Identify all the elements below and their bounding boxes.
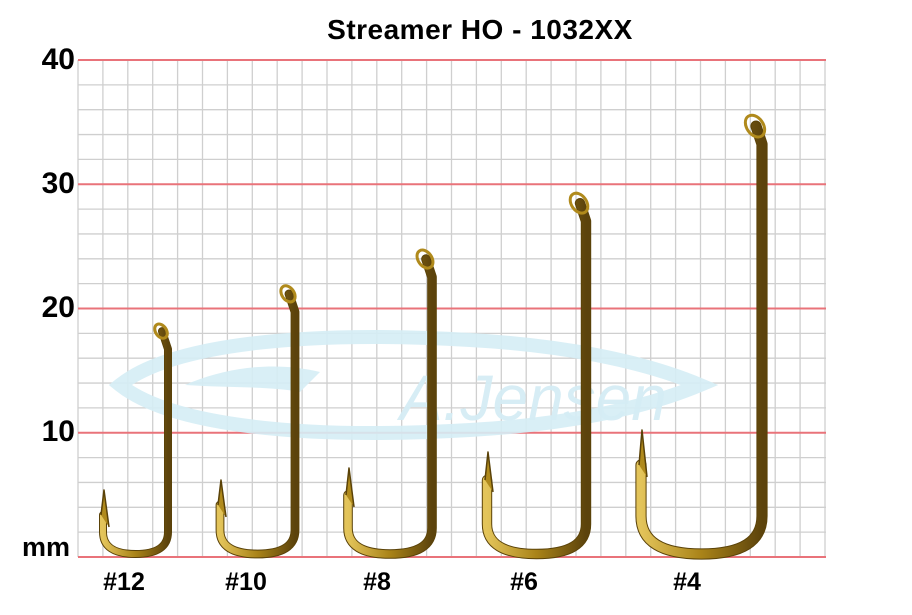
y-tick-40: 40 [41,43,75,76]
hook-barb [100,489,110,528]
hook-barb [217,479,227,518]
hook-eye [568,191,590,215]
y-tick-10: 10 [41,415,75,448]
watermark-text: A.Jensen [396,362,667,434]
hook-label-6: #6 [510,568,538,596]
hook-label-4: #4 [673,568,701,596]
hook-eye [153,322,169,340]
hook-eye [415,248,435,270]
watermark-fish-fin [185,366,320,392]
hook-label-8: #8 [363,568,391,596]
y-tick-30: 30 [41,167,75,200]
hook-10 [215,284,300,559]
hook-4 [635,113,768,560]
hook-eye [743,113,767,139]
hook-12 [99,322,172,558]
unit-label: mm [22,532,71,562]
y-tick-20: 20 [41,291,75,324]
hook-label-12: #12 [103,568,145,596]
hook-8 [343,248,437,559]
hooks-layer [99,113,768,560]
watermark-logo: A.Jensen [108,330,719,440]
hook-barb [345,467,355,508]
hook-6 [481,191,592,560]
hook-barb [484,451,494,493]
grid [77,59,826,558]
hook-barb [638,429,648,478]
chart-title: Streamer HO - 1032XX [327,14,633,45]
hook-eye [279,284,297,304]
hook-label-10: #10 [225,568,267,596]
